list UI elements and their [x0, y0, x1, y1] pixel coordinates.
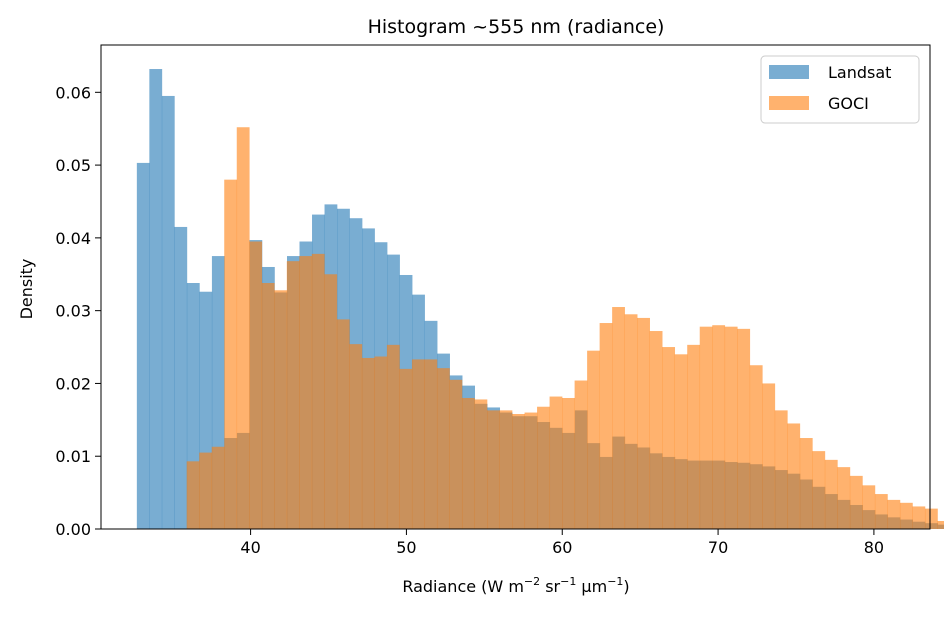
goci-bar [424, 359, 438, 529]
y-tick-label: 0.03 [55, 302, 91, 321]
goci-bar [311, 253, 325, 529]
goci-bar [899, 502, 913, 529]
x-tick-label: 80 [864, 538, 884, 557]
x-tick-label: 50 [396, 538, 416, 557]
goci-bar [299, 256, 313, 529]
goci-bar [762, 383, 776, 529]
y-tick-label: 0.05 [55, 156, 91, 175]
goci-bar [361, 357, 375, 529]
legend: Landsat GOCI [760, 55, 920, 124]
goci-bar [399, 368, 413, 529]
goci-bar [236, 127, 250, 530]
goci-bar [436, 368, 450, 529]
goci-bar [374, 356, 388, 529]
legend-swatch-goci [769, 96, 809, 110]
goci-bar [849, 475, 863, 529]
goci-bar [612, 307, 625, 529]
goci-bar [662, 347, 676, 529]
x-tick-label: 60 [552, 538, 572, 557]
y-tick-label: 0.01 [55, 447, 91, 466]
landsat-bar [136, 162, 150, 529]
goci-bar [524, 412, 538, 529]
goci-bar [637, 317, 650, 529]
goci-bar [712, 325, 726, 529]
goci-bar [274, 290, 288, 529]
goci-bar [461, 397, 475, 529]
y-tick-label: 0.04 [55, 229, 91, 248]
x-tick-label: 40 [240, 538, 260, 557]
goci-bar [261, 283, 275, 529]
axes-frame [100, 44, 931, 530]
goci-bar [812, 451, 826, 529]
goci-bar [474, 399, 488, 529]
goci-bar [649, 331, 663, 529]
goci-bar [587, 350, 600, 529]
goci-bar [824, 459, 838, 529]
goci-bar [774, 410, 788, 529]
goci-bar [512, 414, 525, 529]
goci-bar [324, 274, 338, 529]
goci-bar [574, 380, 588, 529]
y-tick-label: 0.06 [55, 83, 91, 102]
goci-bar [449, 379, 463, 529]
goci-bar [912, 506, 926, 529]
landsat-bar [174, 226, 188, 529]
goci-bar [687, 344, 701, 529]
goci-bar [837, 467, 851, 529]
goci-bar [336, 319, 350, 529]
goci-bar [924, 508, 938, 529]
goci-bar [737, 328, 751, 529]
landsat-bar [149, 69, 163, 530]
goci-bar [787, 423, 801, 529]
y-axis-label: Density [17, 259, 36, 320]
y-axis-ticks: 0.00 0.01 0.02 0.03 0.04 0.05 0.06 [55, 83, 101, 539]
goci-bar [749, 365, 763, 529]
goci-bar [562, 397, 575, 529]
goci-bar [411, 359, 425, 529]
legend-label-goci: GOCI [828, 94, 869, 113]
goci-bar [487, 410, 500, 529]
goci-bar [249, 241, 263, 529]
y-tick-label: 0.02 [55, 374, 91, 393]
goci-bar [887, 499, 901, 529]
goci-bar [874, 494, 888, 529]
goci-bar [674, 354, 688, 529]
y-tick-label: 0.00 [55, 520, 91, 539]
goci-bar [549, 396, 563, 529]
goci-bar [537, 406, 550, 529]
goci-bar [624, 314, 638, 529]
legend-swatch-landsat [769, 65, 809, 79]
goci-bar [386, 344, 400, 529]
goci-bar [499, 410, 513, 529]
goci-bar [862, 485, 876, 529]
goci-bar [199, 452, 213, 529]
goci-bar [211, 446, 225, 529]
goci-bar [599, 323, 613, 529]
goci-bar [224, 179, 238, 529]
x-axis-label: Radiance (W m−2 sr−1 µm−1) [402, 575, 629, 596]
legend-label-landsat: Landsat [828, 63, 891, 82]
goci-bar [724, 326, 738, 529]
goci-bar [937, 520, 944, 529]
x-axis-ticks: 40 50 60 70 80 [240, 529, 884, 557]
landsat-bar [161, 95, 175, 529]
goci-bar [349, 344, 363, 529]
x-tick-label: 70 [708, 538, 728, 557]
chart-title: Histogram ~555 nm (radiance) [368, 16, 665, 38]
goci-bar [286, 261, 300, 529]
goci-bars [186, 127, 944, 530]
goci-bar [799, 438, 813, 529]
goci-bar [186, 461, 200, 529]
goci-bar [699, 326, 713, 529]
